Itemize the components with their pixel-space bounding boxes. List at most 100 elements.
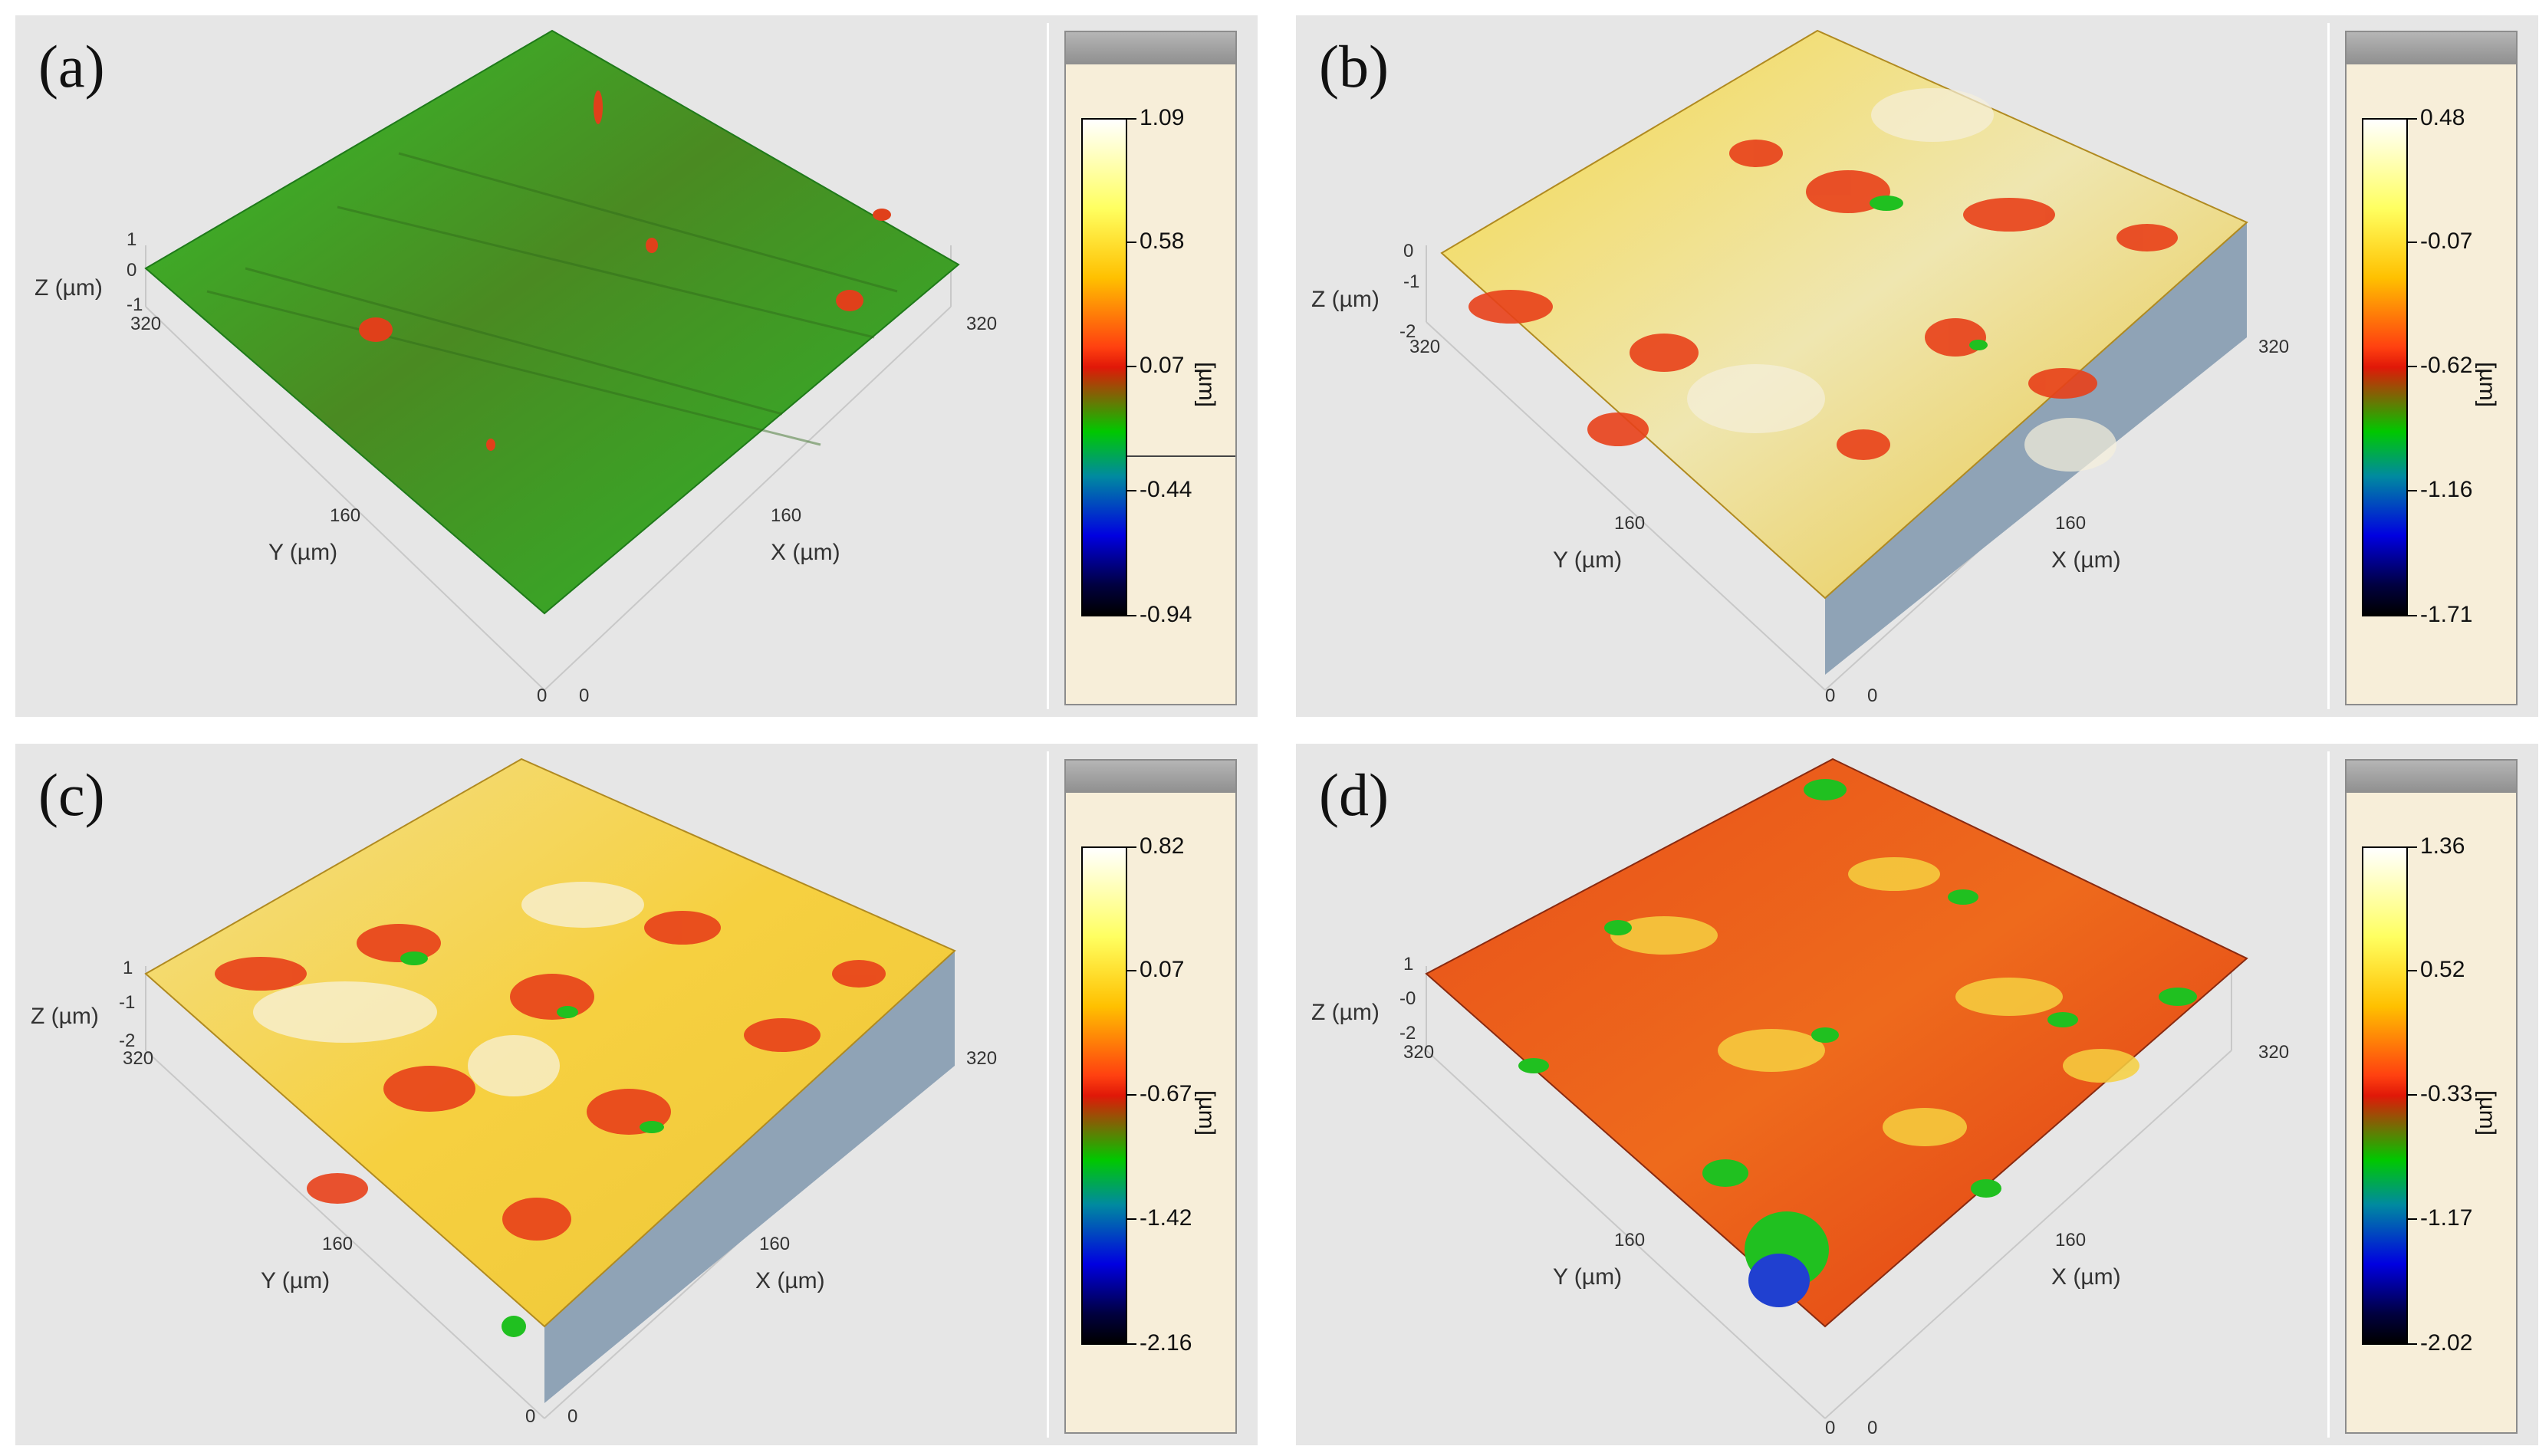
panel-a: (a) Z (µm) 1 0 -1 320 160 Y (µm) 320 160… [15,15,1258,717]
colorbar [1081,118,1127,616]
panel-label: (a) [38,33,105,100]
z-tick: -2 [1399,321,1416,342]
scale-tick: 0.52 [2420,957,2465,982]
x-origin-tick: 0 [579,685,589,706]
y-mid-tick: 160 [330,505,360,526]
scale-tick: -0.94 [1140,602,1192,627]
y-axis-label: Y (µm) [268,540,337,565]
x-origin-tick: 0 [1867,1418,1877,1438]
y-mid-tick: 160 [1614,1230,1645,1251]
surface-texture [206,152,898,446]
scale-tick: -2.16 [1140,1330,1192,1356]
scale-tick: -0.07 [2420,228,2473,254]
x-mid-tick: 160 [2055,513,2086,534]
colorbar [1081,846,1127,1345]
scale-tick: -0.62 [2420,353,2473,378]
z-tick: 0 [1403,241,1413,261]
z-axis-label: Z (µm) [1311,287,1380,312]
x-origin-tick: 0 [567,1406,577,1427]
y-mid-tick: 160 [1614,513,1645,534]
y-max-tick: 320 [1409,337,1440,357]
y-axis-label: Y (µm) [1553,547,1622,573]
color-scale-panel: 1.09 0.58 0.07 -0.44 -0.94 [µm] [1047,23,1237,709]
x-max-tick: 320 [966,1048,997,1069]
colorbar [2362,118,2408,616]
surface-highlights [1610,857,2139,1146]
surface-highlights [1687,88,2116,472]
surface-valleys [1870,196,1988,350]
z-axis-label: Z (µm) [31,1004,99,1029]
scale-tick: -0.33 [2420,1081,2473,1106]
surface-3d-view: Z (µm) 0 -1 -2 320 160 Y (µm) 320 160 X … [1311,29,2289,706]
scale-header [1066,761,1235,793]
x-mid-tick: 160 [759,1234,790,1254]
y-max-tick: 320 [1403,1042,1434,1063]
panel-c: (c) Z (µm) 1 -1 -2 320 [15,744,1258,1445]
y-origin-tick: 0 [1825,685,1835,706]
x-axis-label: X (µm) [755,1268,825,1293]
y-origin-tick: 0 [537,685,547,706]
z-axis-label: Z (µm) [1311,1000,1380,1025]
color-scale-panel: 1.36 0.52 -0.33 -1.17 -2.02 [µm] [2327,751,2518,1438]
scale-tick: -0.67 [1140,1081,1192,1106]
z-tick: -0 [1399,988,1416,1009]
scale-tick: -0.44 [1140,477,1192,502]
surface [144,29,960,615]
axis-box [1426,958,2232,1419]
scale-unit: [µm] [1194,362,1219,407]
z-tick: 1 [1403,954,1413,975]
scale-tick: -1.16 [2420,477,2473,502]
x-axis-label: X (µm) [771,540,840,565]
surface [144,758,956,1328]
surface-valleys [400,951,664,1337]
x-origin-tick: 0 [1867,685,1877,706]
scale-tick: 0.07 [1140,957,1185,982]
z-axis-label: Z (µm) [35,275,103,301]
x-max-tick: 320 [966,314,997,334]
scale-tick: 0.07 [1140,353,1185,378]
surface-3d-view: Z (µm) 1 -1 -2 320 160 Y (µm) 320 160 X … [31,758,997,1427]
z-tick: -2 [1399,1023,1416,1044]
scale-tick: -1.17 [2420,1205,2473,1231]
surface-peaks [359,90,891,451]
surface-3d-view: Z (µm) 1 0 -1 320 160 Y (µm) 320 160 X (… [35,29,997,706]
surface-deep-pit [1748,1254,1810,1307]
y-mid-tick: 160 [322,1234,353,1254]
scale-tick: 0.82 [1140,833,1185,859]
axis-box [145,245,952,691]
surface-3d-view: Z (µm) 1 -0 -2 320 160 Y (µm) 320 160 X … [1311,758,2289,1438]
y-max-tick: 320 [130,314,161,334]
scale-tick: 0.48 [2420,105,2465,130]
x-axis-label: X (µm) [2051,1264,2121,1290]
scale-tick: 1.09 [1140,105,1185,130]
x-mid-tick: 160 [771,505,801,526]
colorbar [2362,846,2408,1345]
x-axis-label: X (µm) [2051,547,2121,573]
scale-tick: -1.71 [2420,602,2473,627]
scale-unit: [µm] [1194,1090,1219,1136]
panel-b: (b) Z (µm) 0 -1 -2 320 160 Y ( [1296,15,2538,717]
scale-unit: [µm] [2475,362,2500,407]
surface [1425,758,2248,1328]
scale-tick: -1.42 [1140,1205,1192,1231]
panel-label: (c) [38,761,105,828]
z-tick: -1 [1403,271,1419,292]
scale-tick: 1.36 [2420,833,2465,859]
z-tick: -1 [127,294,143,315]
scale-header [2347,32,2516,64]
scale-header [1066,32,1235,64]
side-wall [544,951,955,1403]
panel-label: (d) [1319,761,1389,828]
y-axis-label: Y (µm) [1553,1264,1622,1290]
color-scale-panel: 0.82 0.07 -0.67 -1.42 -2.16 [µm] [1047,751,1237,1438]
z-tick: 1 [123,958,133,978]
color-scale-panel: 0.48 -0.07 -0.62 -1.16 -1.71 [µm] [2327,23,2518,709]
scale-header [2347,761,2516,793]
z-tick: 1 [127,229,136,250]
z-tick: -1 [119,992,135,1013]
z-tick: -2 [119,1030,135,1051]
x-max-tick: 320 [2258,1042,2289,1063]
y-origin-tick: 0 [1825,1418,1835,1438]
x-max-tick: 320 [2258,337,2289,357]
scale-unit: [µm] [2475,1090,2500,1136]
